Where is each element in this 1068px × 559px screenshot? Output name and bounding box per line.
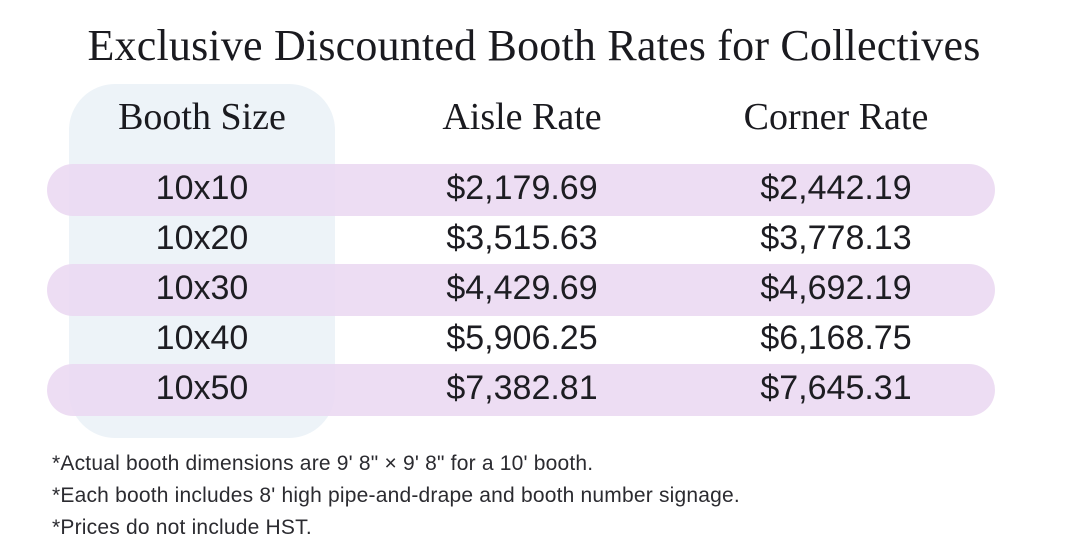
table-row: 10x30 $4,429.69 $4,692.19	[0, 263, 1068, 313]
row-band-highlight	[47, 164, 995, 216]
row-band-highlight	[47, 264, 995, 316]
booth-size-cell: 10x30	[155, 269, 249, 307]
corner-rate-cell: $6,168.75	[760, 319, 912, 357]
footnote: *Prices do not include HST.	[52, 516, 312, 539]
corner-rate-cell: $7,645.31	[760, 369, 912, 407]
aisle-rate-cell: $5,906.25	[446, 319, 598, 357]
corner-rate-cell: $2,442.19	[760, 169, 912, 207]
booth-size-cell: 10x40	[155, 319, 249, 357]
corner-rate-cell: $3,778.13	[760, 219, 912, 257]
corner-rate-cell: $4,692.19	[760, 269, 912, 307]
aisle-rate-cell: $3,515.63	[446, 219, 598, 257]
footnote: *Actual booth dimensions are 9' 8" × 9' …	[52, 452, 594, 475]
header-aisle-rate: Aisle Rate	[442, 96, 602, 138]
booth-size-cell: 10x50	[155, 369, 249, 407]
table-row: 10x40 $5,906.25 $6,168.75	[0, 313, 1068, 363]
row-band-highlight	[47, 364, 995, 416]
table-row: 10x10 $2,179.69 $2,442.19	[0, 163, 1068, 213]
header-booth-size: Booth Size	[118, 96, 286, 138]
aisle-rate-cell: $2,179.69	[446, 169, 598, 207]
aisle-rate-cell: $4,429.69	[446, 269, 598, 307]
footnote: *Each booth includes 8' high pipe-and-dr…	[52, 484, 740, 507]
booth-size-cell: 10x20	[155, 219, 249, 257]
page-title: Exclusive Discounted Booth Rates for Col…	[87, 21, 981, 70]
table-row: 10x50 $7,382.81 $7,645.31	[0, 363, 1068, 413]
header-corner-rate: Corner Rate	[743, 96, 929, 138]
footnotes: *Actual booth dimensions are 9' 8" × 9' …	[52, 448, 1052, 544]
aisle-rate-cell: $7,382.81	[446, 369, 598, 407]
booth-size-cell: 10x10	[155, 169, 249, 207]
table-row: 10x20 $3,515.63 $3,778.13	[0, 213, 1068, 263]
